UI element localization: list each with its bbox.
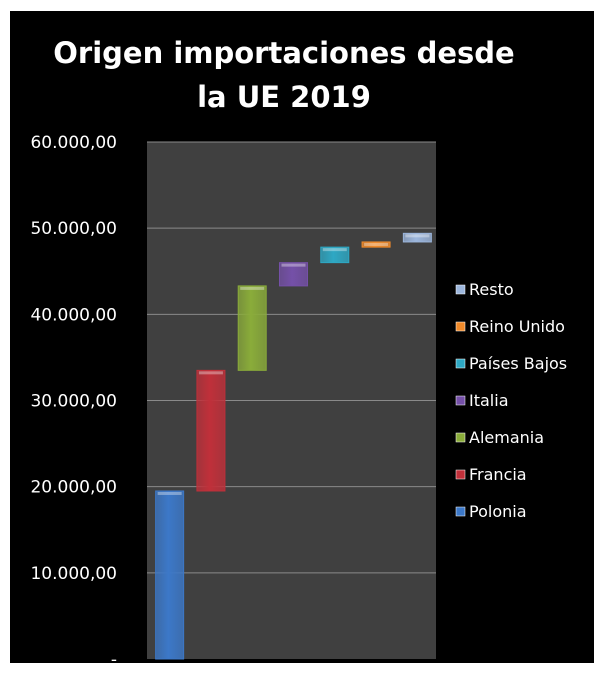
legend-label: Países Bajos <box>469 354 567 373</box>
chart-title-line-1: Origen importaciones desde <box>53 36 515 70</box>
chart-title: Origen importaciones desde la UE 2019 <box>10 31 558 119</box>
y-tick-label: 60.000,00 <box>30 133 117 153</box>
chart-svg: - 10.000,00 20.000,00 30.000,00 40.000,00 50.… <box>30 133 567 663</box>
bar-alemania <box>237 285 267 371</box>
legend-swatch <box>455 469 466 480</box>
legend-label: Alemania <box>469 428 544 447</box>
y-tick-label: 50.000,00 <box>30 219 117 239</box>
chart-title-line-2: la UE 2019 <box>197 80 371 114</box>
legend-label: Francia <box>469 465 527 484</box>
legend-label: Reino Unido <box>469 317 565 336</box>
bar-highlight <box>364 242 389 246</box>
bar-italia <box>279 262 308 287</box>
bar-reino-unido <box>361 241 391 248</box>
bar-highlight <box>198 371 223 375</box>
legend-label: Resto <box>469 280 514 299</box>
legend-swatch <box>455 358 466 369</box>
bar-highlight <box>405 234 430 238</box>
bar-highlight <box>240 286 265 290</box>
legend-swatch <box>455 395 466 406</box>
y-tick-label: 40.000,00 <box>30 305 117 325</box>
legend-swatch <box>455 284 466 295</box>
y-tick-label: 30.000,00 <box>30 392 117 412</box>
bar-highlight <box>322 248 347 252</box>
bar-highlight <box>281 263 306 267</box>
chart-frame: - 10.000,00 20.000,00 30.000,00 40.000,00 50.… <box>10 11 594 663</box>
legend-swatch <box>455 506 466 517</box>
bar-resto <box>402 232 432 243</box>
bar-highlight <box>157 491 182 495</box>
legend-label: Italia <box>469 391 509 410</box>
bar-polonia <box>155 490 185 660</box>
bar-países-bajos <box>320 246 350 264</box>
bar-francia <box>196 369 226 492</box>
legend-label: Polonia <box>469 502 527 521</box>
y-tick-label: 10.000,00 <box>30 564 117 584</box>
legend-swatch <box>455 432 466 443</box>
y-tick-label: - <box>111 650 117 663</box>
y-tick-label: 20.000,00 <box>30 478 117 498</box>
legend-swatch <box>455 321 466 332</box>
